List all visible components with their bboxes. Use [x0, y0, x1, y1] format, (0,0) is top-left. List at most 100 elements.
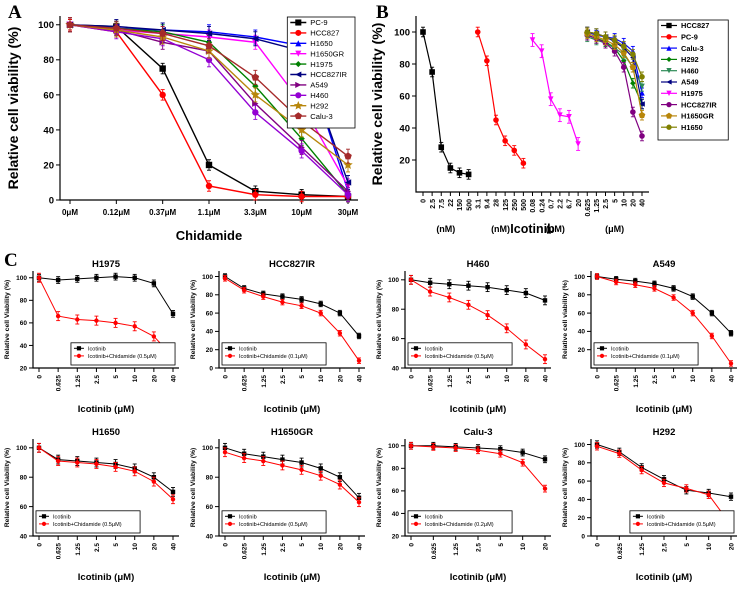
svg-text:20: 20: [151, 375, 158, 383]
svg-text:A549: A549: [681, 78, 699, 87]
svg-text:6.7: 6.7: [567, 199, 574, 209]
svg-text:Icotinib+Chidamide (0.5μM): Icotinib+Chidamide (0.5μM): [647, 522, 716, 528]
svg-text:10: 10: [318, 543, 325, 551]
svg-text:100: 100: [202, 445, 213, 452]
svg-text:Icotinib+Chidamide (0.5μM): Icotinib+Chidamide (0.5μM): [53, 522, 122, 528]
legend: HCC827 PC-9 Calu-3 H292 H460 A549 H1975 HCC827I…: [657, 19, 729, 141]
svg-text:A549: A549: [310, 81, 328, 90]
svg-text:5: 5: [612, 199, 619, 203]
chart-c-h460: 40 60 80 100 0 0.625 1.25 2.5 5 10 20 40 H460 Relativ…: [374, 256, 558, 424]
svg-text:0: 0: [594, 375, 601, 379]
chart-c-h1650: 40 60 80 100 0 0.625 1.25 2.5 5 10 20 40 H1650 Relati…: [2, 424, 186, 592]
svg-text:0μM: 0μM: [62, 208, 78, 217]
svg-text:Icotinib: Icotinib: [239, 346, 257, 352]
svg-text:40: 40: [20, 343, 28, 350]
chart-svg-C8: 0 20 40 60 80 100 0 0.625 1.25 2.5 5 10 20 H292 Relati…: [562, 427, 737, 583]
svg-text:0.625: 0.625: [56, 375, 63, 392]
svg-text:100: 100: [16, 275, 27, 282]
svg-text:80: 80: [206, 292, 214, 299]
svg-text:2.5: 2.5: [430, 199, 437, 209]
svg-text:80: 80: [20, 475, 28, 482]
svg-text:100: 100: [574, 274, 585, 281]
svg-text:80: 80: [43, 55, 54, 66]
svg-text:40: 40: [578, 497, 586, 504]
svg-text:(μM): (μM): [546, 224, 565, 234]
svg-text:5: 5: [671, 375, 678, 379]
svg-text:60: 60: [392, 336, 400, 343]
chart-svg-A: 0 20 40 60 80 100 0μM 0.12μM 0.37μM 1.1μM 3.3μM 10μ…: [5, 16, 359, 243]
svg-text:40: 40: [356, 375, 363, 383]
svg-text:80: 80: [206, 475, 214, 482]
svg-text:20: 20: [43, 160, 54, 171]
svg-text:HCC827: HCC827: [310, 29, 339, 38]
svg-text:Relative cell viability (%): Relative cell viability (%): [562, 280, 569, 359]
svg-text:H292: H292: [653, 427, 676, 438]
svg-text:Icotinib: Icotinib: [88, 346, 106, 352]
svg-text:250: 250: [512, 199, 519, 211]
svg-text:40: 40: [20, 533, 28, 540]
chart-svg-C2: 0 20 40 60 80 100 0 0.625 1.25 2.5 5 10 20 40 HCC827IR…: [190, 259, 365, 415]
chart-svg-C1: 20 40 60 80 100 0 0.625 1.25 2.5 5 10 20 40 H1975 Rela…: [4, 259, 179, 415]
svg-text:0: 0: [222, 543, 229, 547]
svg-text:H1975: H1975: [92, 259, 121, 270]
svg-text:20: 20: [151, 543, 158, 551]
svg-text:Relative cell Viability (%): Relative cell Viability (%): [190, 280, 197, 360]
svg-text:100: 100: [38, 20, 54, 31]
svg-text:2.5: 2.5: [280, 543, 287, 552]
svg-text:0.08: 0.08: [530, 199, 537, 213]
svg-text:2.5: 2.5: [466, 375, 473, 384]
svg-text:HCC827IR: HCC827IR: [269, 259, 315, 270]
svg-text:0: 0: [222, 375, 229, 379]
svg-text:9.4: 9.4: [485, 199, 492, 209]
svg-text:80: 80: [399, 59, 410, 70]
chart-svg-C7: 20 40 60 80 100 0 0.625 1.25 2.5 5 10 20 Calu-3 Relat…: [376, 427, 551, 583]
svg-text:80: 80: [392, 466, 400, 473]
svg-text:40: 40: [728, 375, 735, 383]
svg-text:0.625: 0.625: [614, 375, 621, 392]
svg-text:0: 0: [209, 365, 213, 372]
svg-text:28: 28: [494, 199, 501, 207]
svg-text:20: 20: [337, 543, 344, 551]
svg-text:0.37μM: 0.37μM: [149, 208, 176, 217]
svg-text:Icotinib+Chidamide (0.5μM): Icotinib+Chidamide (0.5μM): [425, 354, 494, 360]
svg-text:0.625: 0.625: [242, 543, 249, 560]
svg-text:H1650GR: H1650GR: [310, 49, 344, 58]
svg-text:2.5: 2.5: [280, 375, 287, 384]
svg-text:Icotinib (μM): Icotinib (μM): [78, 572, 134, 583]
svg-text:40: 40: [206, 533, 214, 540]
legend: Icotinib Icotinib+Chidamide (0.1μM): [593, 342, 699, 366]
svg-text:10: 10: [132, 543, 139, 551]
svg-text:20: 20: [631, 199, 638, 207]
svg-text:H1650: H1650: [92, 427, 120, 438]
svg-text:20: 20: [728, 543, 735, 551]
legend: Icotinib Icotinib+Chidamide (0.1μM): [221, 342, 327, 366]
svg-text:Relative cell viability (%): Relative cell viability (%): [5, 27, 21, 190]
svg-text:Relative cell viability (%): Relative cell viability (%): [369, 23, 385, 186]
svg-text:80: 80: [578, 292, 586, 299]
svg-text:10: 10: [504, 375, 511, 383]
svg-text:HCC827IR: HCC827IR: [310, 70, 347, 79]
svg-text:80: 80: [20, 298, 28, 305]
chart-c-h1650gr: 40 60 80 100 0 0.625 1.25 2.5 5 10 20 40 H1650GR Rela…: [188, 424, 372, 592]
svg-text:10: 10: [706, 543, 713, 551]
svg-text:0: 0: [408, 375, 415, 379]
svg-text:60: 60: [399, 91, 410, 102]
chart-c-a549: 20 40 60 80 100 0 0.625 1.25 2.5 5 10 20 40 A549 Relat…: [560, 256, 744, 424]
svg-text:5: 5: [113, 543, 120, 547]
svg-text:0.625: 0.625: [431, 543, 438, 560]
svg-text:10: 10: [132, 375, 139, 383]
svg-text:40: 40: [392, 511, 400, 518]
svg-text:1.25: 1.25: [633, 375, 640, 388]
svg-text:H460: H460: [681, 66, 699, 75]
svg-text:1.25: 1.25: [75, 375, 82, 388]
svg-text:60: 60: [20, 320, 28, 327]
svg-text:20: 20: [542, 543, 549, 551]
svg-text:20: 20: [523, 375, 530, 383]
svg-text:(μM): (μM): [605, 224, 624, 234]
svg-text:H292: H292: [310, 101, 328, 110]
svg-text:40: 40: [399, 123, 410, 134]
svg-text:0.24: 0.24: [539, 199, 546, 213]
svg-text:20: 20: [20, 365, 28, 372]
legend: Icotinib Icotinib+Chidamide (0.5μM): [221, 510, 327, 534]
svg-text:H1650: H1650: [310, 39, 332, 48]
